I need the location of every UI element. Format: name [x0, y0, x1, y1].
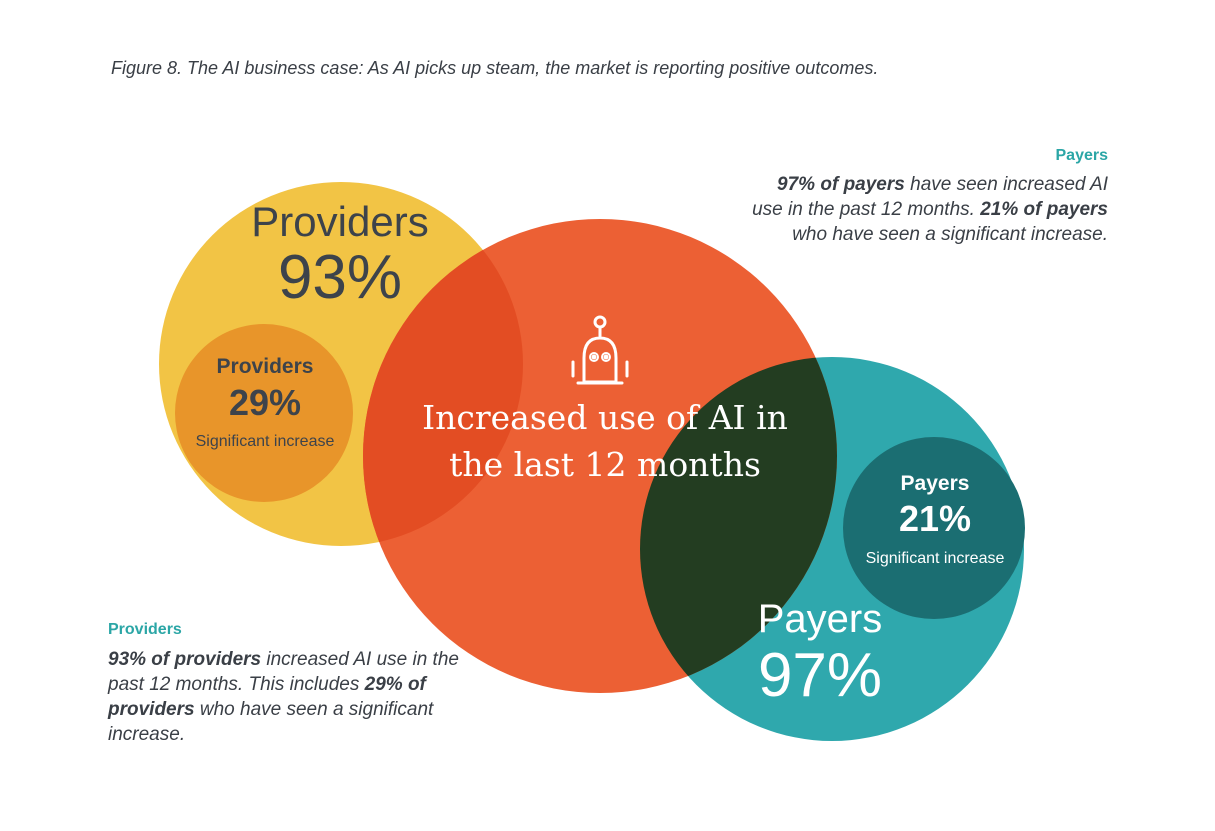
providers-significant-caption: Significant increase: [195, 433, 335, 450]
providers-note-stat-2: 29% of providers: [108, 674, 426, 720]
providers-note-text: 93% of providers increased AI use in the…: [108, 647, 468, 747]
payers-significant-caption: Significant increase: [865, 550, 1005, 567]
providers-label: Providers: [251, 198, 429, 245]
payers-significant-label: Payers: [900, 472, 970, 495]
providers-note-stat-1: 93% of providers: [108, 649, 262, 670]
providers-value: 93%: [277, 243, 403, 312]
center-heading: Increased use of AI in the last 12 month…: [422, 398, 788, 484]
payers-note-text-2: who have seen a significant increase.: [792, 224, 1108, 245]
payers-value: 97%: [757, 641, 883, 710]
providers-significant-value: 29%: [228, 382, 302, 423]
providers-note-heading: Providers: [108, 621, 182, 638]
payers-note-text-1: have seen increased AI use in the past 1…: [752, 174, 1108, 220]
robot-icon: [571, 315, 629, 385]
payers-note-stat-1: 97% of payers: [777, 174, 905, 195]
figure-caption: Figure 8. The AI business case: As AI pi…: [111, 58, 879, 78]
providers-inner-circle: [175, 324, 353, 502]
providers-note-text-2: who have seen a significant increase.: [108, 699, 434, 745]
payers-note-stat-2: 21% of payers: [980, 199, 1108, 220]
payers-inner-circle: [843, 437, 1025, 619]
providers-significant-label: Providers: [216, 355, 314, 378]
payers-note-heading: Payers: [1055, 147, 1109, 164]
payers-label: Payers: [757, 597, 883, 641]
payers-note-text: 97% of payers have seen increased AI use…: [748, 172, 1108, 247]
providers-note-text-1: increased AI use in the past 12 months. …: [108, 649, 459, 695]
payers-significant-value: 21%: [898, 498, 972, 539]
